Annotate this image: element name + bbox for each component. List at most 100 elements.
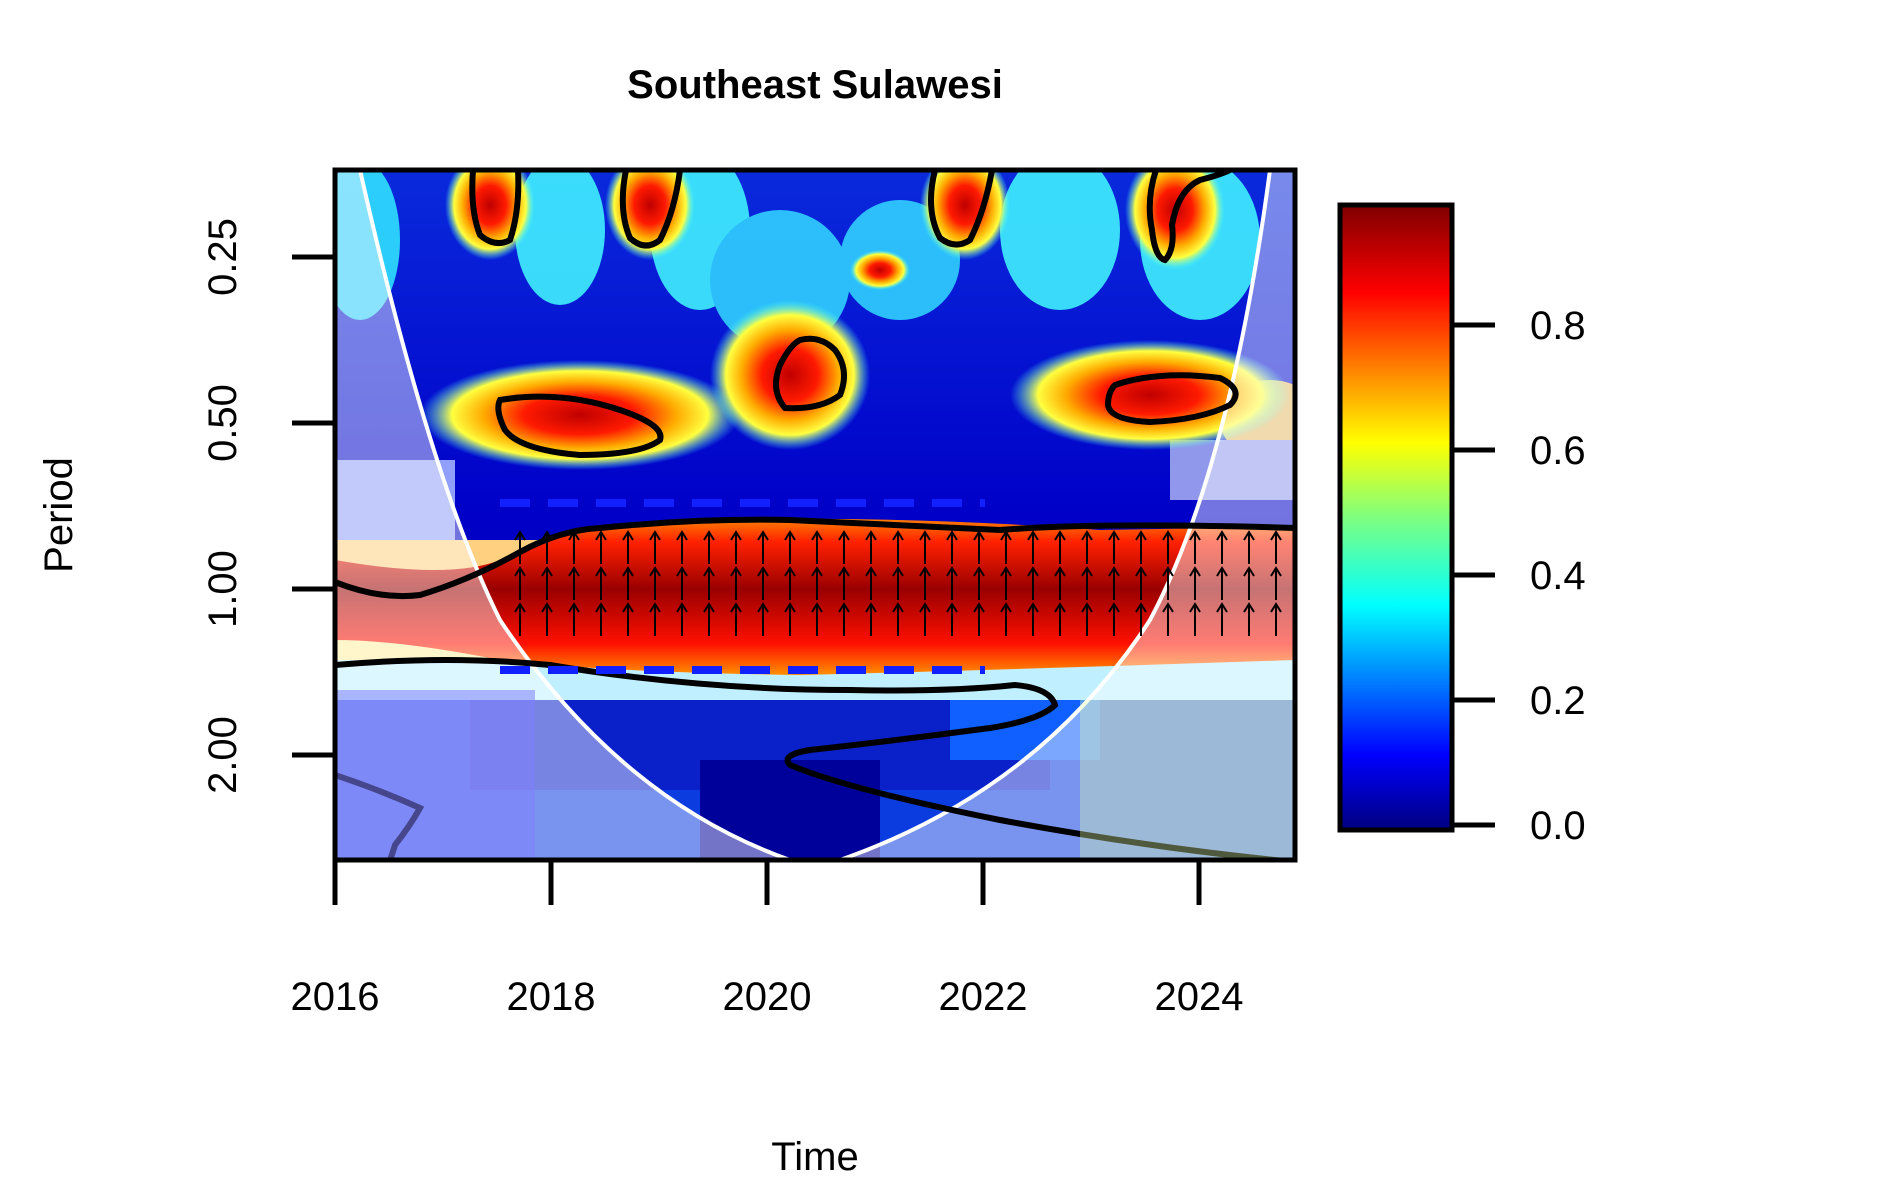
phase-arrow	[1189, 602, 1201, 636]
phase-arrow	[946, 530, 958, 564]
phase-arrow	[676, 566, 688, 600]
heatmap-area	[335, 170, 1295, 860]
phase-arrow	[541, 566, 553, 600]
phase-arrow	[514, 566, 526, 600]
phase-arrow	[730, 530, 742, 564]
colorbar-tick-label: 0.6	[1530, 429, 1586, 473]
phase-arrow	[649, 566, 661, 600]
x-axis	[332, 857, 1297, 905]
phase-arrow	[1216, 566, 1228, 600]
phase-arrow	[1135, 530, 1147, 564]
x-tick-label: 2024	[1155, 975, 1244, 1019]
phase-arrow	[1027, 602, 1039, 636]
phase-arrow	[1270, 566, 1282, 600]
x-tick-label: 2020	[723, 975, 812, 1019]
x-tick-label: 2016	[291, 975, 380, 1019]
phase-arrow	[1135, 602, 1147, 636]
phase-arrow	[1081, 530, 1093, 564]
phase-arrow	[1081, 602, 1093, 636]
phase-arrow	[1108, 530, 1120, 564]
x-tick-label: 2018	[507, 975, 596, 1019]
phase-arrow	[1243, 566, 1255, 600]
phase-arrow	[811, 530, 823, 564]
phase-arrow	[541, 530, 553, 564]
phase-arrow	[622, 602, 634, 636]
phase-arrow	[784, 530, 796, 564]
phase-arrow	[568, 566, 580, 600]
phase-arrow	[1216, 602, 1228, 636]
phase-arrow	[757, 566, 769, 600]
phase-arrow	[1270, 530, 1282, 564]
phase-arrow	[649, 602, 661, 636]
cone-of-influence-left	[335, 170, 790, 860]
y-tick-label: 2.00	[201, 716, 245, 794]
phase-arrow	[1108, 566, 1120, 600]
cone-of-influence-right	[840, 170, 1295, 860]
phase-arrow	[1054, 530, 1066, 564]
phase-arrow	[514, 530, 526, 564]
phase-arrow	[1162, 566, 1174, 600]
phase-arrow	[973, 530, 985, 564]
phase-arrow	[1162, 602, 1174, 636]
phase-arrow	[1189, 566, 1201, 600]
phase-arrow	[838, 530, 850, 564]
phase-arrow	[595, 566, 607, 600]
phase-arrow	[865, 530, 877, 564]
phase-arrow	[757, 530, 769, 564]
phase-arrow	[784, 566, 796, 600]
phase-arrow	[541, 602, 553, 636]
phase-arrow	[973, 566, 985, 600]
phase-arrow	[1081, 566, 1093, 600]
cone-outline-right	[839, 170, 1272, 860]
phase-arrow	[973, 602, 985, 636]
phase-arrow	[1162, 530, 1174, 564]
phase-arrow	[892, 566, 904, 600]
phase-arrow	[703, 566, 715, 600]
phase-arrow	[838, 602, 850, 636]
colorbar-ticks	[1452, 322, 1495, 828]
ring-05-center	[710, 300, 870, 450]
phase-arrow	[1054, 566, 1066, 600]
phase-arrow	[838, 566, 850, 600]
y-tick-label: 0.50	[201, 384, 245, 462]
phase-arrow	[1243, 530, 1255, 564]
phase-arrow	[757, 602, 769, 636]
phase-arrow	[919, 566, 931, 600]
phase-arrow	[919, 602, 931, 636]
phase-arrow	[703, 602, 715, 636]
phase-arrow	[1027, 530, 1039, 564]
y-axis	[292, 254, 335, 758]
phase-arrow	[1243, 602, 1255, 636]
phase-arrow	[946, 566, 958, 600]
colorbar-tick-label: 0.8	[1530, 304, 1586, 348]
phase-arrow	[514, 602, 526, 636]
x-axis-label: Time	[771, 1135, 858, 1179]
phase-arrow	[865, 602, 877, 636]
cone-outline-left	[358, 170, 791, 860]
phase-arrows	[514, 530, 1282, 636]
chart-title: Southeast Sulawesi	[627, 63, 1003, 107]
colorbar	[1337, 202, 1455, 833]
phase-arrow	[1189, 530, 1201, 564]
phase-arrow	[892, 602, 904, 636]
y-tick-label: 1.00	[201, 550, 245, 628]
phase-arrow	[919, 530, 931, 564]
phase-arrow	[730, 602, 742, 636]
phase-arrow	[676, 602, 688, 636]
phase-arrow	[811, 602, 823, 636]
phase-arrow	[595, 530, 607, 564]
ring-05-right	[1010, 340, 1290, 450]
phase-arrow	[1135, 566, 1147, 600]
phase-arrow	[1000, 602, 1012, 636]
phase-arrow	[1270, 602, 1282, 636]
phase-arrow	[676, 530, 688, 564]
colorbar-tick-label: 0.0	[1530, 804, 1586, 848]
phase-arrow	[811, 566, 823, 600]
phase-arrow	[784, 602, 796, 636]
phase-arrow	[1216, 530, 1228, 564]
phase-arrow	[892, 530, 904, 564]
phase-arrow	[595, 602, 607, 636]
significance-contours	[335, 170, 1295, 860]
phase-arrow	[946, 602, 958, 636]
